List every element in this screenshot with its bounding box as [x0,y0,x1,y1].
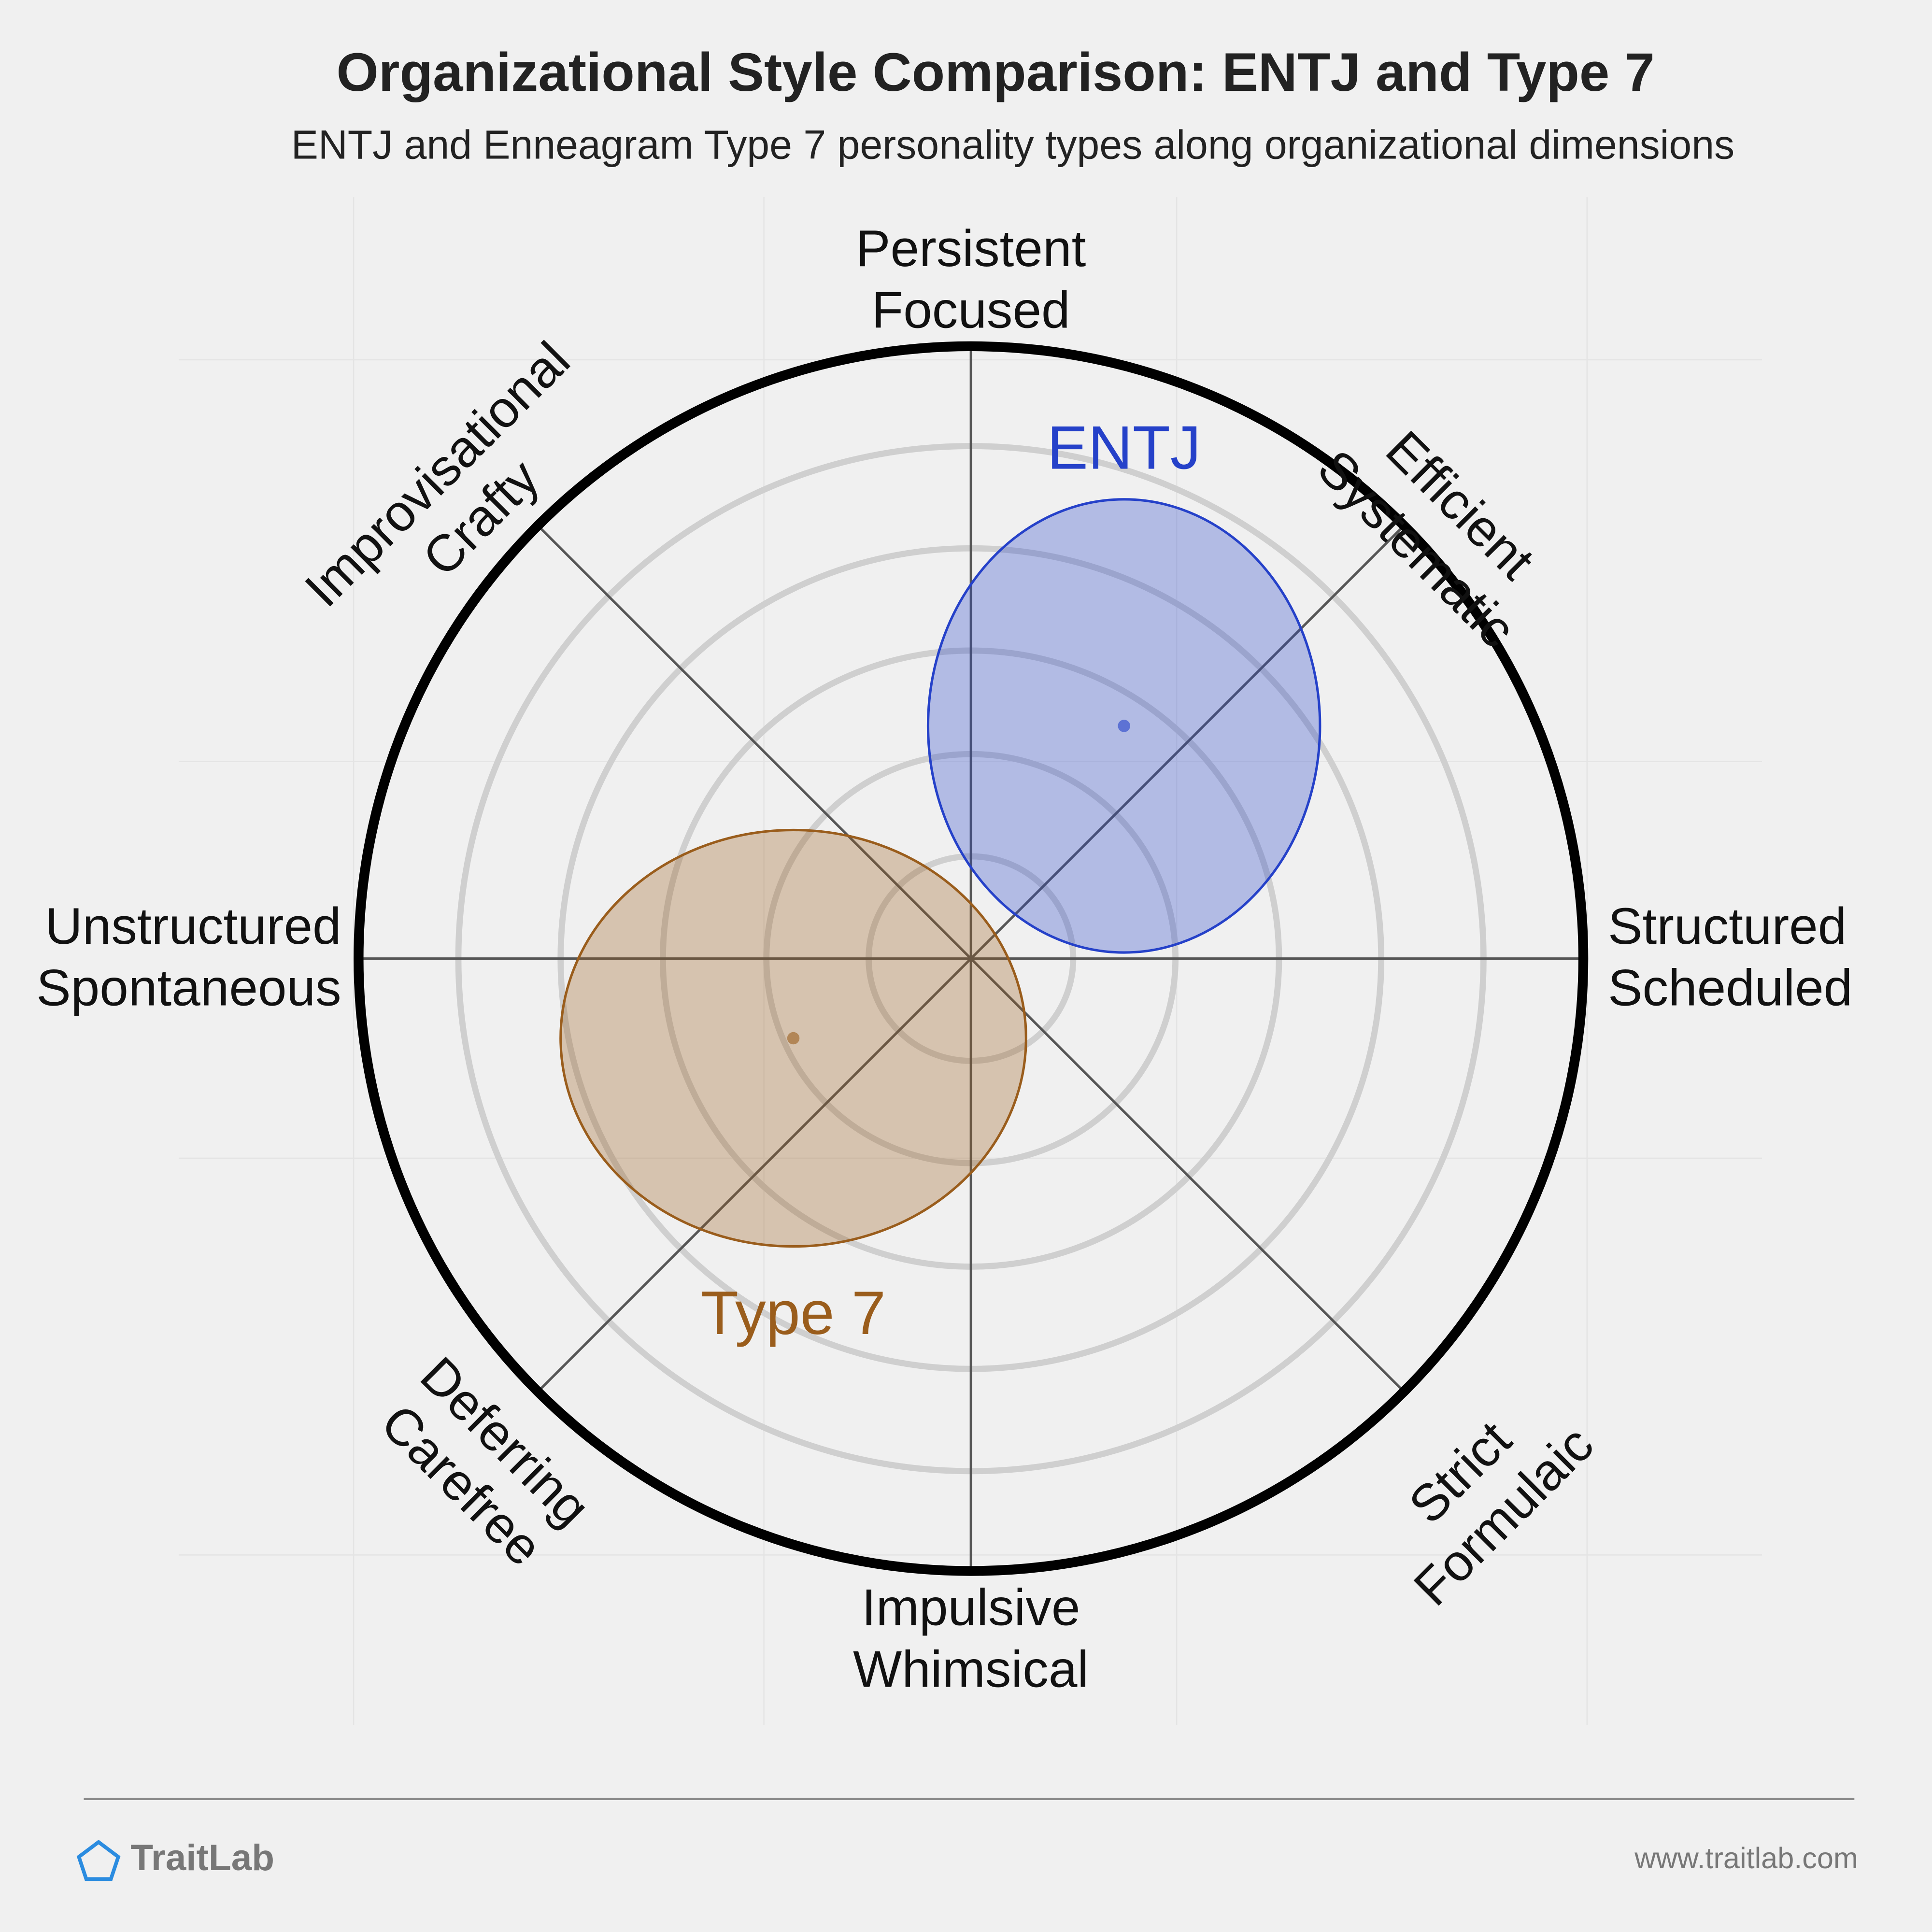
series-point [1118,720,1130,732]
axis-label: Persistent Focused [856,219,1086,339]
outer-ring [354,341,1589,1576]
chart-title: Organizational Style Comparison: ENTJ an… [336,42,1654,102]
axis-label: Structured Scheduled [1608,897,1852,1017]
chart-subtitle: ENTJ and Enneagram Type 7 personality ty… [291,122,1734,167]
axis-label-line: Unstructured [45,897,341,955]
axis-label-line: Focused [872,281,1070,339]
axis-label-line: Spontaneous [36,959,341,1017]
series-label: Type 7 [701,1279,886,1348]
axis-label-line: Persistent [856,219,1086,277]
axis-label-line: Whimsical [853,1640,1089,1698]
brand-name: TraitLab [130,1837,274,1878]
axis-label-line: Structured [1608,897,1847,955]
axis-label: Unstructured Spontaneous [36,897,341,1017]
axis-label-line: Scheduled [1608,959,1852,1017]
series-point [787,1032,800,1045]
brand-url: www.traitlab.com [1634,1842,1858,1875]
brand-logo [76,1839,121,1881]
series-label: ENTJ [1047,414,1201,483]
axis-label-line: Impulsive [862,1578,1080,1636]
axis-line [537,525,1405,1393]
axis-label: Impulsive Whimsical [853,1578,1089,1698]
